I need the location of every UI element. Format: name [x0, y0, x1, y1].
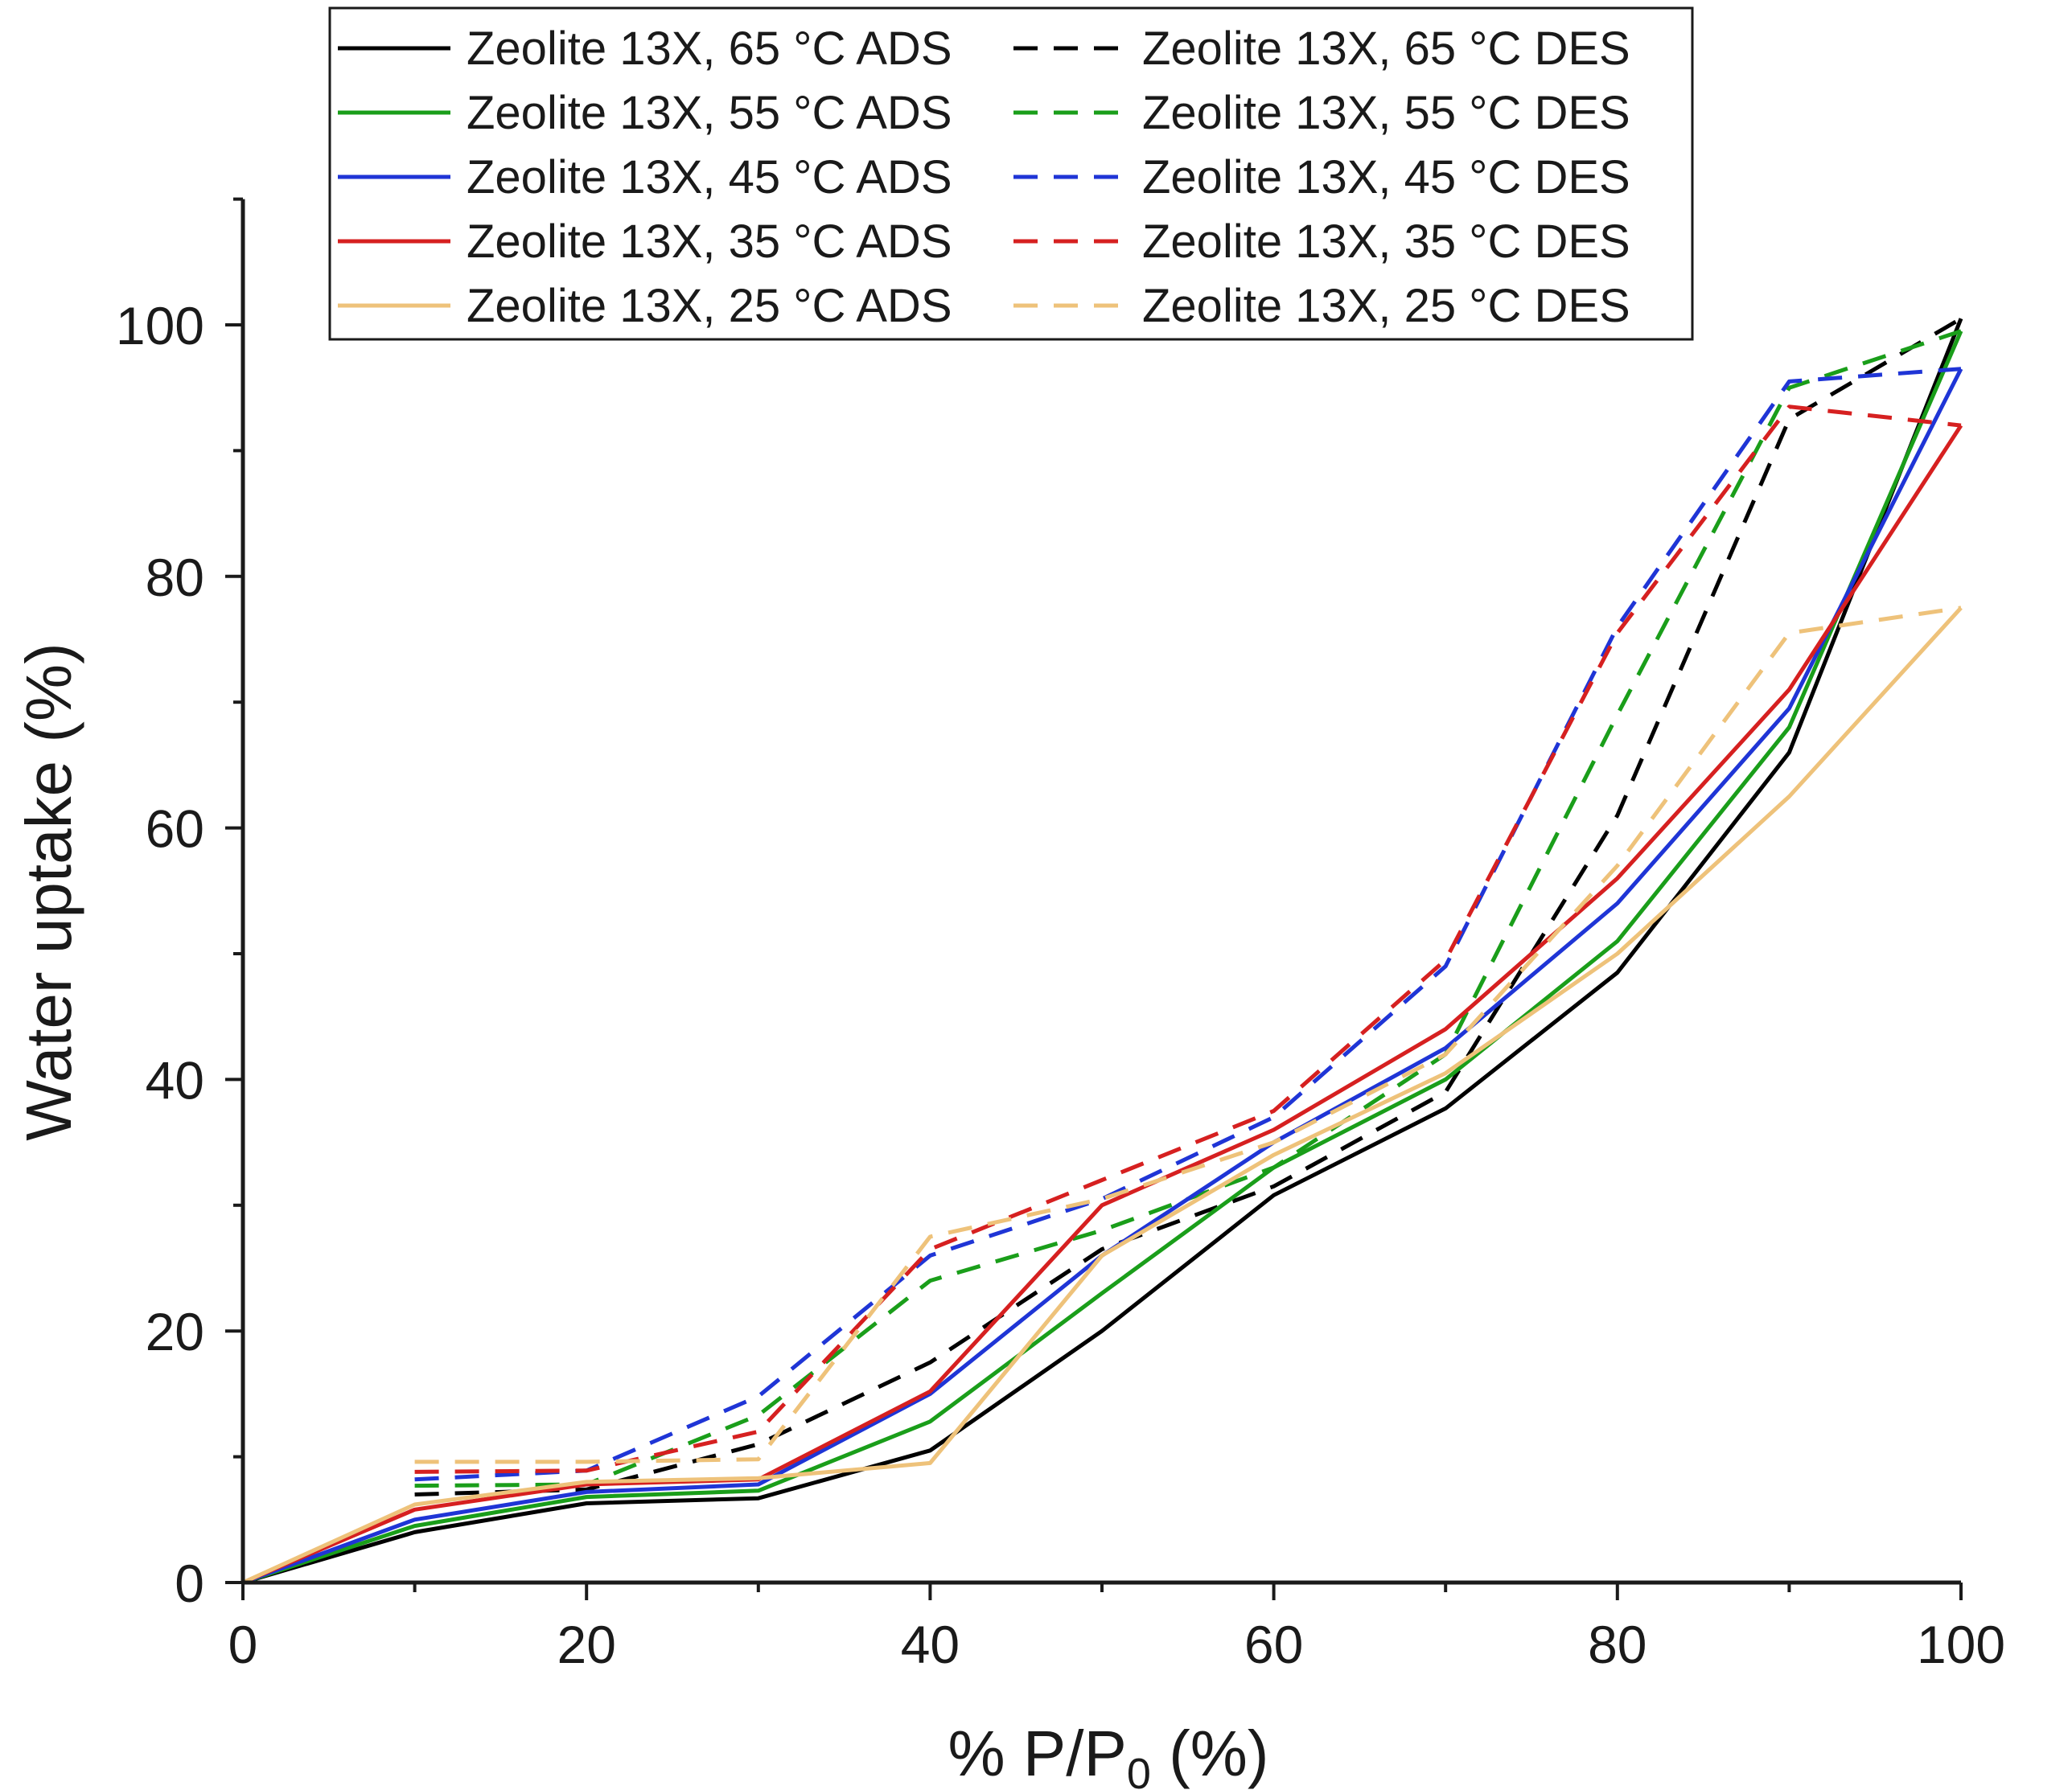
y-tick-label-20: 20 — [146, 1302, 204, 1361]
x-axis-title: % P/P0 (%) — [948, 1718, 1269, 1790]
legend-label-0: Zeolite 13X, 65 °C ADS — [467, 23, 952, 75]
y-tick-label-60: 60 — [146, 799, 204, 859]
axes-layer: 0 20 40 60 80 100 0 20 40 60 80 100 — [116, 197, 2005, 1674]
series-line-2 — [242, 330, 1963, 1585]
legend-label-5: Zeolite 13X, 45 °C DES — [1142, 151, 1630, 203]
series-line-6 — [242, 424, 1963, 1585]
y-tick-label-80: 80 — [146, 548, 204, 607]
x-tick-label-100: 100 — [1917, 1615, 2005, 1674]
series-line-7 — [414, 404, 1962, 1474]
series-line-8 — [241, 606, 1963, 1585]
legend-box — [328, 6, 1694, 341]
x-tick-label-0: 0 — [228, 1615, 258, 1674]
legend-label-7: Zeolite 13X, 35 °C DES — [1142, 216, 1630, 268]
x-tick-label-20: 20 — [557, 1615, 615, 1674]
series-line-1 — [414, 317, 1963, 1496]
x-tick-label-40: 40 — [901, 1615, 960, 1674]
x-tick-label-80: 80 — [1588, 1615, 1646, 1674]
x-tick-label-60: 60 — [1244, 1615, 1303, 1674]
series-line-5 — [414, 367, 1962, 1482]
legend: Zeolite 13X, 65 °C ADS Zeolite 13X, 65 °C… — [328, 6, 1694, 341]
legend-label-8: Zeolite 13X, 25 °C ADS — [467, 280, 952, 332]
x-axis-title-unit: (%) — [1151, 1718, 1269, 1789]
legend-label-3: Zeolite 13X, 55 °C DES — [1142, 87, 1630, 139]
y-tick-label-0: 0 — [175, 1554, 204, 1613]
series-line-9 — [414, 606, 1962, 1464]
legend-label-6: Zeolite 13X, 35 °C ADS — [467, 216, 952, 268]
legend-label-4: Zeolite 13X, 45 °C ADS — [467, 151, 952, 203]
x-axis-title-main: % P/P — [948, 1718, 1127, 1789]
x-axis-title-subscript: 0 — [1127, 1750, 1151, 1790]
legend-label-1: Zeolite 13X, 65 °C DES — [1142, 23, 1630, 75]
y-tick-label-40: 40 — [146, 1050, 204, 1110]
y-axis-title: Water uptake (%) — [13, 643, 84, 1140]
series-layer — [241, 317, 1963, 1585]
y-tick-label-100: 100 — [116, 296, 204, 355]
legend-label-9: Zeolite 13X, 25 °C DES — [1142, 280, 1630, 332]
legend-label-2: Zeolite 13X, 55 °C ADS — [467, 87, 952, 139]
